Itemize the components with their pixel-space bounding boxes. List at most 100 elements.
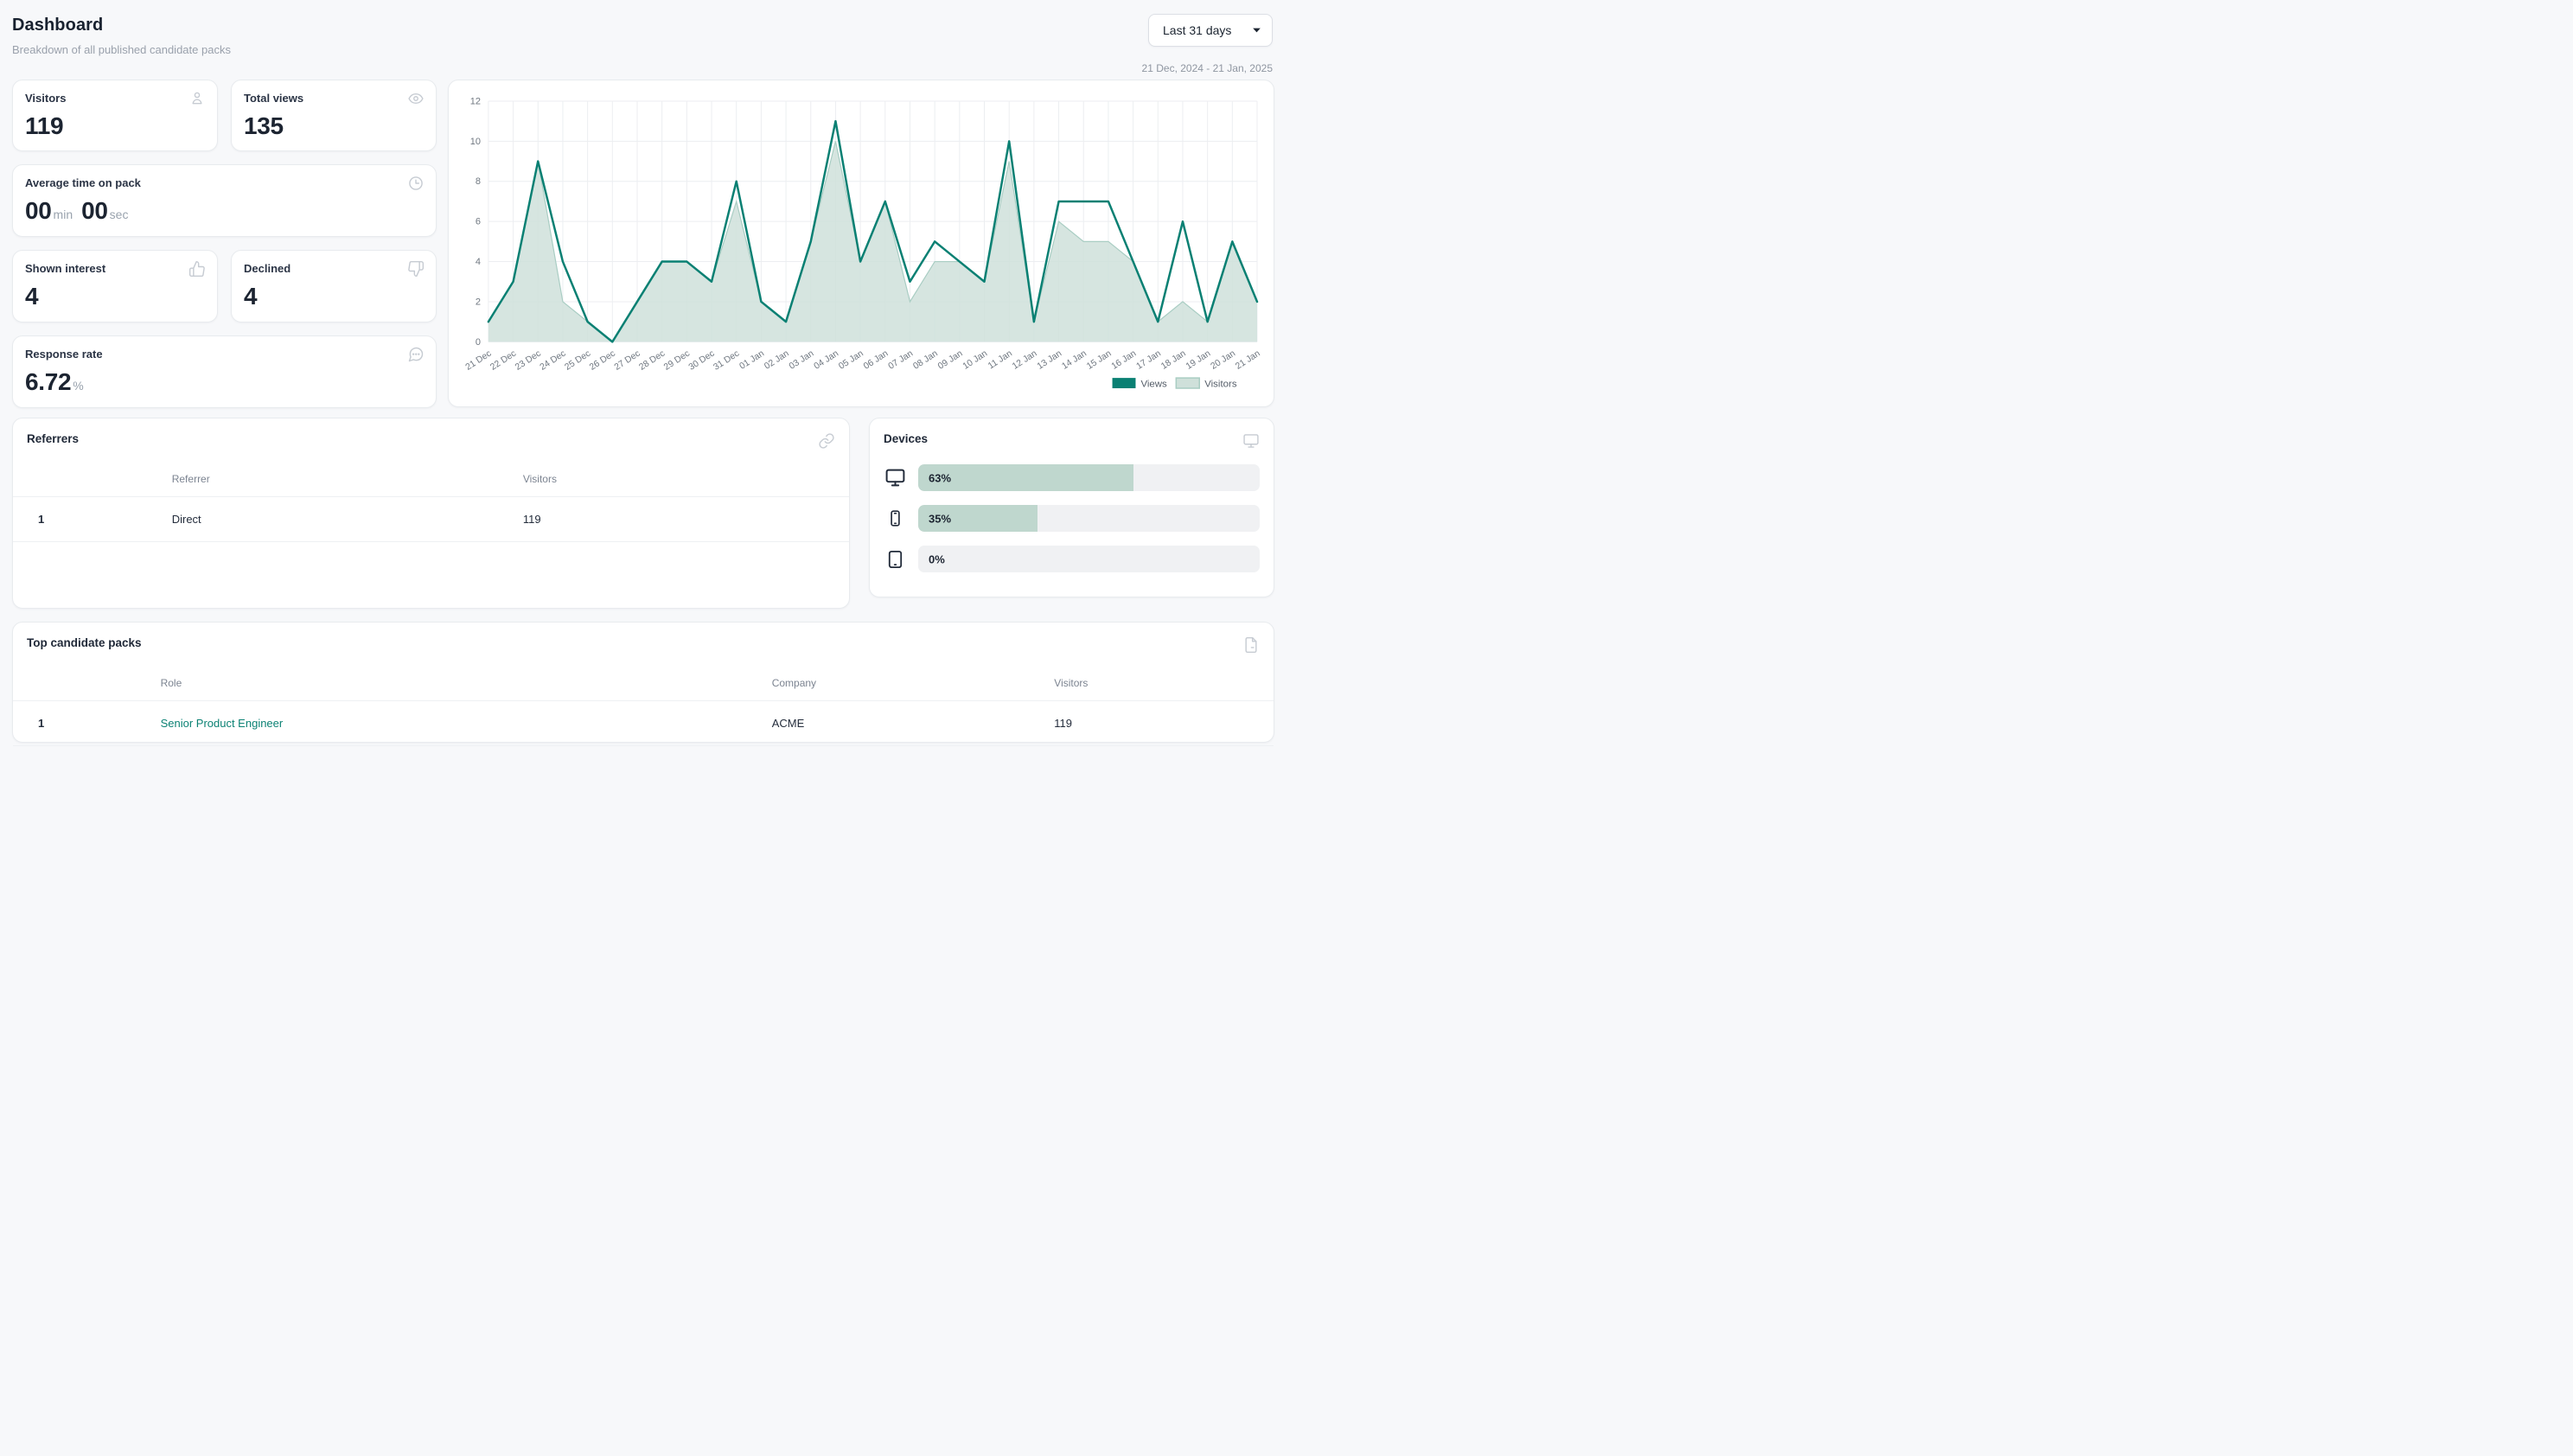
svg-text:6: 6 (476, 217, 481, 227)
pack-row: 1 Senior Product Engineer ACME 119 (13, 700, 1274, 746)
svg-text:05 Jan: 05 Jan (837, 348, 865, 371)
svg-text:17 Jan: 17 Jan (1135, 348, 1163, 371)
date-range-label: Last 31 days (1163, 23, 1232, 37)
clock-icon (407, 175, 425, 196)
pack-role-link[interactable]: Senior Product Engineer (160, 717, 284, 730)
referrers-title: Referrers (27, 432, 80, 445)
total-views-card: Total views 135 (231, 80, 437, 151)
desktop-bar-fill (918, 464, 1133, 491)
referrers-panel: Referrers Referrer Visitors 1 (12, 418, 850, 609)
svg-text:21 Dec: 21 Dec (464, 349, 494, 373)
device-row-mobile: 35% (884, 505, 1260, 532)
svg-text:8: 8 (476, 176, 481, 187)
svg-text:12: 12 (470, 96, 481, 106)
svg-text:08 Jan: 08 Jan (911, 348, 939, 371)
message-dots-icon (407, 346, 425, 367)
device-bars: 63% 35% (870, 454, 1274, 572)
monitor-icon (1242, 432, 1260, 454)
desktop-icon (884, 467, 906, 489)
svg-text:20 Jan: 20 Jan (1210, 348, 1237, 371)
main-section: Visitors 119 Total views 135 Average tim… (12, 80, 1274, 408)
avg-time-value: 00 min 00 sec (25, 197, 424, 225)
referrers-col-visitors: Visitors (522, 473, 557, 485)
mobile-bar-label: 35% (929, 512, 952, 525)
person-icon (188, 90, 206, 112)
packs-col-role: Role (160, 677, 182, 689)
page-subtitle: Breakdown of all published candidate pac… (12, 43, 231, 56)
svg-text:12 Jan: 12 Jan (1011, 348, 1038, 371)
desktop-bar-track: 63% (918, 464, 1260, 491)
avg-time-min-unit: min (53, 208, 73, 221)
svg-text:21 Jan: 21 Jan (1234, 348, 1261, 371)
devices-panel: Devices 63% (869, 418, 1274, 597)
packs-col-company: Company (771, 677, 817, 689)
svg-text:13 Jan: 13 Jan (1036, 348, 1063, 371)
mobile-bar-track: 35% (918, 505, 1260, 532)
declined-card: Declined 4 (231, 250, 437, 322)
shown-interest-card: Shown interest 4 (12, 250, 218, 322)
eye-icon (407, 90, 425, 112)
visitors-card: Visitors 119 (12, 80, 218, 151)
svg-text:2: 2 (476, 297, 481, 307)
avg-time-sec: 00 (81, 197, 108, 224)
thumbs-down-icon (407, 260, 425, 282)
packs-col-visitors: Visitors (1054, 677, 1089, 689)
svg-text:15 Jan: 15 Jan (1085, 348, 1113, 371)
shown-interest-value: 4 (25, 283, 39, 310)
shown-interest-label: Shown interest (25, 262, 106, 275)
svg-text:Views: Views (1140, 380, 1167, 390)
svg-text:30 Dec: 30 Dec (687, 349, 717, 373)
svg-text:4: 4 (476, 257, 481, 267)
svg-text:10: 10 (470, 137, 481, 147)
date-range-dates: 21 Dec, 2024 - 21 Jan, 2025 (1141, 62, 1273, 74)
svg-text:03 Jan: 03 Jan (788, 348, 815, 371)
total-views-label: Total views (244, 92, 304, 105)
svg-text:16 Jan: 16 Jan (1110, 348, 1138, 371)
svg-text:Visitors: Visitors (1204, 380, 1237, 390)
device-row-tablet: 0% (884, 546, 1260, 572)
document-icon (1242, 636, 1260, 658)
response-rate-unit: % (73, 379, 84, 393)
link-icon (818, 432, 835, 454)
date-range-select[interactable]: Last 31 days (1148, 14, 1273, 47)
mid-section: Referrers Referrer Visitors 1 (12, 418, 1274, 609)
referrer-row-index: 1 (13, 496, 172, 542)
svg-text:28 Dec: 28 Dec (638, 349, 667, 373)
svg-text:23 Dec: 23 Dec (514, 349, 543, 373)
visitors-value: 119 (25, 112, 64, 139)
page-title: Dashboard (12, 16, 104, 35)
svg-text:06 Jan: 06 Jan (862, 348, 890, 371)
referrers-table: Referrer Visitors 1 Direct 119 (13, 466, 849, 542)
response-rate-number: 6.72 (25, 368, 72, 395)
stats-column: Visitors 119 Total views 135 Average tim… (12, 80, 437, 408)
referrers-col-referrer: Referrer (171, 473, 210, 485)
svg-text:31 Dec: 31 Dec (712, 349, 742, 373)
declined-value: 4 (244, 283, 258, 310)
dashboard-page: Dashboard Breakdown of all published can… (0, 0, 1286, 746)
svg-text:10 Jan: 10 Jan (961, 348, 989, 371)
packs-col-index (13, 670, 161, 701)
total-views-value: 135 (244, 112, 284, 139)
avg-time-card: Average time on pack 00 min 00 sec (12, 164, 437, 237)
referrer-row: 1 Direct 119 (13, 496, 849, 542)
svg-text:14 Jan: 14 Jan (1061, 348, 1089, 371)
tablet-icon (884, 549, 906, 570)
svg-text:22 Dec: 22 Dec (488, 349, 518, 373)
pack-row-visitors: 119 (1054, 700, 1274, 746)
svg-text:02 Jan: 02 Jan (763, 348, 790, 371)
svg-text:26 Dec: 26 Dec (588, 349, 617, 373)
avg-time-label: Average time on pack (25, 176, 141, 189)
tablet-bar-label: 0% (929, 552, 945, 565)
top-packs-panel: Top candidate packs Role Company Visitor… (12, 622, 1274, 746)
declined-label: Declined (244, 262, 291, 275)
page-header: Dashboard Breakdown of all published can… (12, 12, 1274, 80)
avg-time-sec-unit: sec (109, 208, 129, 221)
svg-text:19 Jan: 19 Jan (1184, 348, 1212, 371)
svg-text:09 Jan: 09 Jan (936, 348, 964, 371)
referrers-col-index (13, 466, 172, 497)
top-packs-table: Role Company Visitors 1 Senior Product E… (13, 670, 1274, 746)
svg-text:07 Jan: 07 Jan (887, 348, 915, 371)
thumbs-up-icon (188, 260, 206, 282)
svg-text:25 Dec: 25 Dec (563, 349, 592, 373)
